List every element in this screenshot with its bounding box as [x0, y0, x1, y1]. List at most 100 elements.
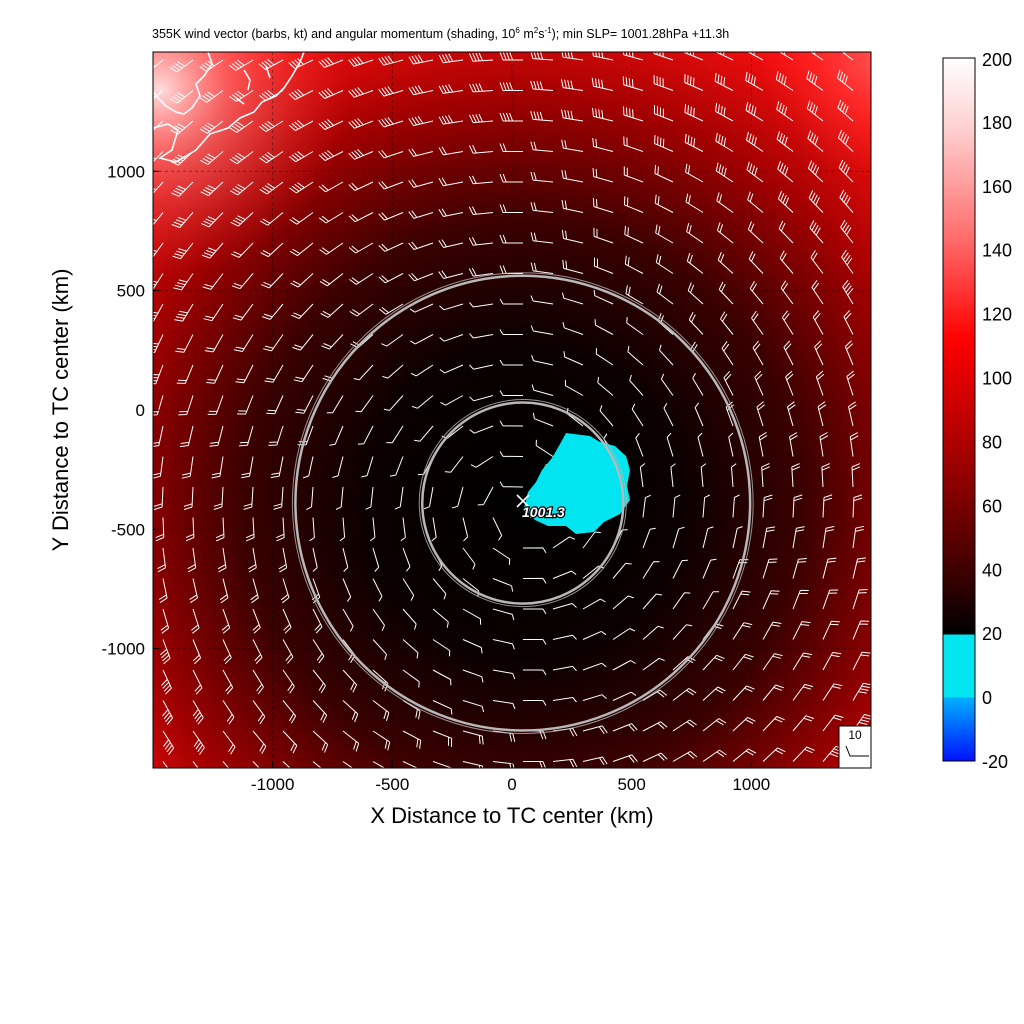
wind-barb [810, 250, 824, 274]
wind-barb [780, 280, 794, 305]
wind-barb [777, 160, 794, 183]
wind-barb [776, 130, 794, 152]
wind-barb [499, 329, 523, 335]
wind-barb [746, 161, 764, 183]
wind-barb [153, 90, 164, 100]
wind-barb [717, 251, 734, 274]
wind-barb [252, 608, 261, 634]
distance-ring-outer [291, 272, 754, 734]
wind-barbs [153, 52, 871, 768]
wind-barb [185, 517, 195, 542]
wind-barb [312, 547, 318, 572]
wind-barb [762, 684, 784, 701]
wind-barb [153, 364, 164, 385]
colorbar-tick-label: 80 [982, 432, 1002, 452]
wind-barb [686, 223, 704, 244]
colorbar-tick-label: 140 [982, 241, 1012, 261]
wind-barb [822, 494, 833, 518]
wind-barb [175, 334, 194, 353]
wind-barb [158, 578, 168, 604]
wind-barb [842, 279, 854, 305]
wind-barb [552, 536, 576, 549]
wind-barb [187, 547, 197, 573]
wind-barb [852, 651, 871, 671]
wind-barb [268, 425, 284, 446]
wind-barb [591, 77, 614, 91]
wind-barb [822, 714, 844, 732]
wind-barb [492, 608, 515, 621]
wind-barb [200, 181, 224, 197]
wind-barb [672, 559, 688, 579]
wind-barb [787, 401, 796, 427]
wind-barb [815, 370, 825, 396]
wind-barb [642, 657, 665, 671]
wind-barb [746, 131, 764, 152]
wind-barb [684, 103, 704, 122]
wind-barb [231, 273, 254, 290]
wind-barb [561, 109, 584, 122]
wind-barb [838, 159, 854, 183]
wind-barb [666, 432, 674, 457]
wind-barb [852, 620, 870, 640]
wind-barb [530, 232, 554, 244]
wind-barb [523, 669, 547, 676]
wind-barb [552, 665, 577, 672]
x-axis-ticks: -1000 -500 0 500 1000 [251, 762, 770, 794]
wind-barb [432, 608, 449, 628]
wind-barb [670, 463, 676, 488]
wind-barb [653, 52, 674, 61]
wind-barb [319, 242, 344, 255]
wind-barb [270, 456, 284, 479]
wind-barb [408, 272, 434, 282]
wind-barb [414, 425, 434, 442]
wind-barb [732, 685, 755, 701]
wind-barb [423, 486, 434, 510]
wind-barb [702, 526, 714, 549]
colorbar-tick-label: 160 [982, 177, 1012, 197]
wind-barb [468, 206, 494, 215]
wind-barb [660, 373, 674, 396]
wind-barb [492, 547, 511, 565]
wind-barb [174, 303, 194, 322]
wind-barb [215, 517, 225, 542]
y-axis-ticks: 1000 500 0 -500 -1000 [102, 162, 159, 659]
wind-barb [432, 730, 453, 747]
wind-barb [523, 608, 547, 615]
wind-barb [192, 669, 203, 695]
wind-barb [654, 135, 674, 152]
wind-barb [191, 608, 200, 634]
wind-barb [499, 451, 524, 457]
wind-barb [378, 181, 404, 190]
wind-barb [531, 355, 554, 366]
wind-barb [732, 622, 753, 640]
wind-barb [612, 562, 632, 579]
wind-barb [792, 558, 807, 579]
wind-barb [372, 608, 385, 631]
wind-barb [357, 425, 374, 445]
wind-barb [438, 84, 464, 94]
wind-barb [318, 150, 344, 162]
wind-barb [812, 310, 824, 335]
wind-barb [791, 463, 800, 488]
wind-barb [199, 90, 224, 103]
wind-barb [432, 761, 453, 768]
wind-barb [748, 251, 764, 274]
wind-barb [499, 52, 523, 61]
center-slp-label: 1001.3 [522, 504, 565, 520]
wind-barb [844, 340, 854, 366]
wind-barb [599, 405, 614, 427]
wind-barb [282, 608, 292, 634]
wind-barb [582, 630, 607, 640]
wind-barb [468, 113, 494, 124]
wind-barb [499, 143, 523, 152]
wind-barb [409, 303, 434, 313]
wind-barb [438, 53, 464, 64]
wind-barb [386, 425, 404, 444]
wind-barb [219, 578, 229, 604]
wind-barb [444, 456, 464, 473]
wind-barb [792, 652, 812, 671]
wind-barb [439, 364, 464, 374]
wind-barb [552, 758, 578, 768]
wind-barb [462, 761, 484, 768]
wind-barb [522, 547, 547, 554]
